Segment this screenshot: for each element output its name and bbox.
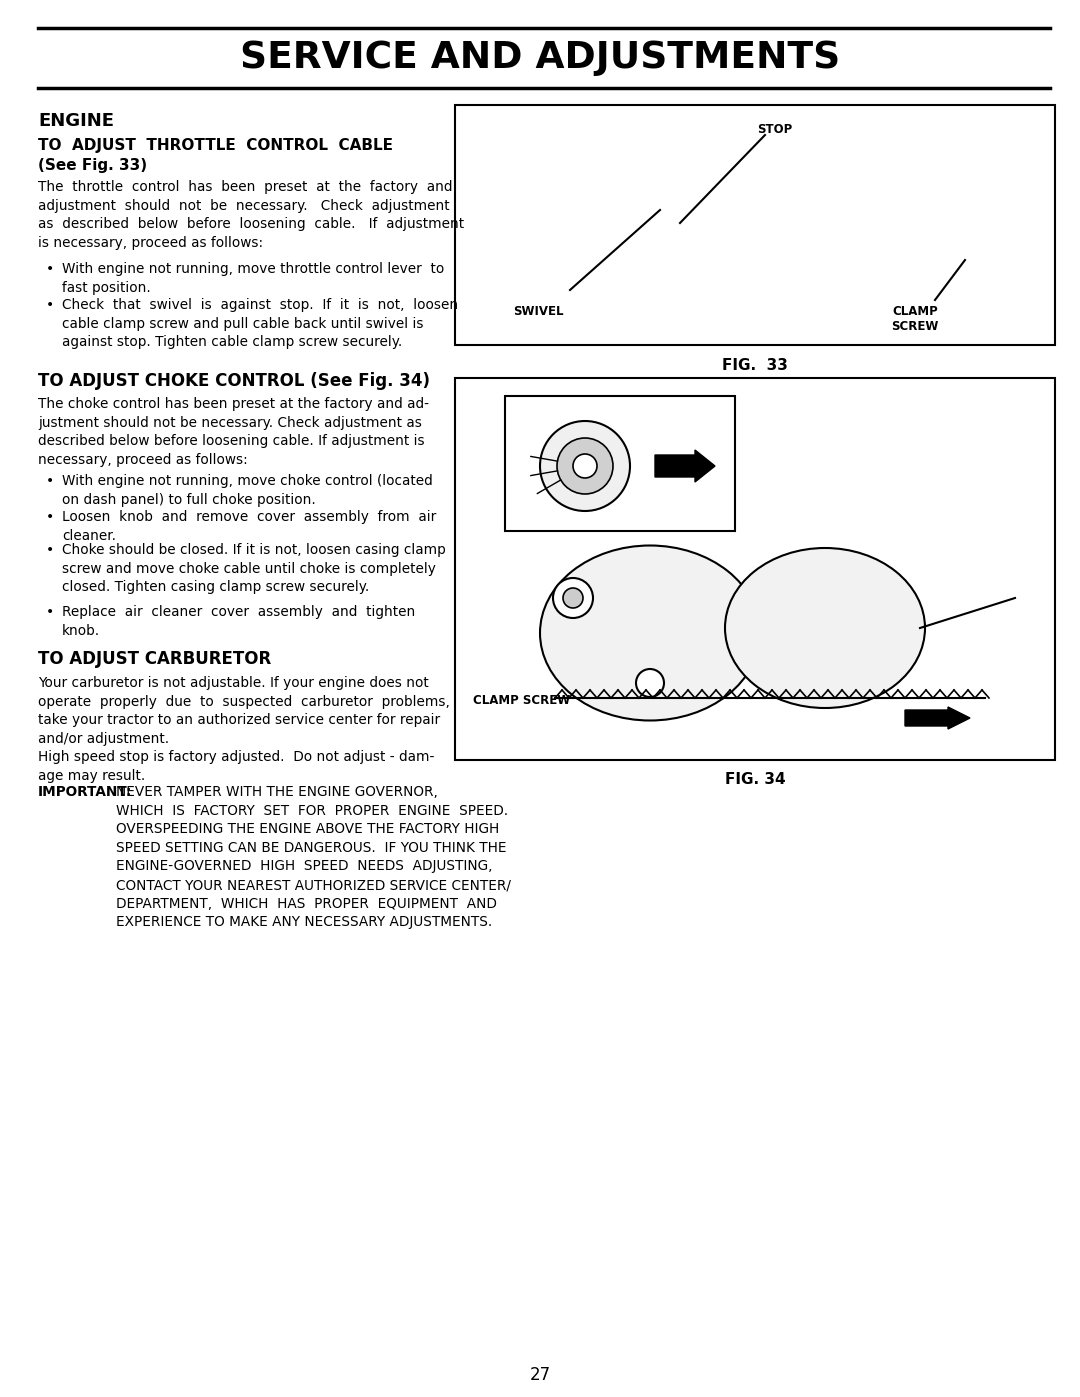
Text: The  throttle  control  has  been  preset  at  the  factory  and
adjustment  sho: The throttle control has been preset at …	[38, 180, 464, 250]
Text: TO ADJUST CARBURETOR: TO ADJUST CARBURETOR	[38, 650, 271, 668]
Ellipse shape	[540, 545, 760, 721]
Circle shape	[563, 588, 583, 608]
Bar	[505, 395, 735, 531]
Text: •: •	[46, 510, 54, 524]
Circle shape	[557, 439, 613, 495]
Text: IMPORTANT:: IMPORTANT:	[38, 785, 133, 799]
Text: CLAMP SCREW: CLAMP SCREW	[473, 694, 570, 707]
Text: NEVER TAMPER WITH THE ENGINE GOVERNOR,
WHICH  IS  FACTORY  SET  FOR  PROPER  ENG: NEVER TAMPER WITH THE ENGINE GOVERNOR, W…	[116, 785, 511, 929]
Text: CLAMP
SCREW: CLAMP SCREW	[891, 305, 939, 332]
Text: 27: 27	[529, 1366, 551, 1384]
Text: STOP: STOP	[757, 123, 793, 136]
FancyArrow shape	[905, 707, 970, 729]
Circle shape	[540, 420, 630, 511]
Text: The choke control has been preset at the factory and ad-
justment should not be : The choke control has been preset at the…	[38, 397, 429, 467]
Text: FIG.  33: FIG. 33	[723, 358, 788, 373]
Ellipse shape	[725, 548, 924, 708]
Text: •: •	[46, 605, 54, 619]
Text: Choke should be closed. If it is not, loosen casing clamp
screw and move choke c: Choke should be closed. If it is not, lo…	[62, 543, 446, 594]
Circle shape	[573, 454, 597, 478]
Text: •: •	[46, 263, 54, 277]
Text: With engine not running, move throttle control lever  to
fast position.: With engine not running, move throttle c…	[62, 263, 444, 295]
Text: TO  ADJUST  THROTTLE  CONTROL  CABLE: TO ADJUST THROTTLE CONTROL CABLE	[38, 138, 393, 154]
Text: TO ADJUST CHOKE CONTROL (See Fig. 34): TO ADJUST CHOKE CONTROL (See Fig. 34)	[38, 372, 430, 390]
Text: (See Fig. 33): (See Fig. 33)	[38, 158, 147, 173]
Bar	[455, 379, 1055, 760]
Text: FIG. 34: FIG. 34	[725, 773, 785, 788]
Text: •: •	[46, 543, 54, 557]
FancyArrow shape	[654, 450, 715, 482]
Text: •: •	[46, 474, 54, 488]
Text: Your carburetor is not adjustable. If your engine does not
operate  properly  du: Your carburetor is not adjustable. If yo…	[38, 676, 450, 746]
Text: ENGINE: ENGINE	[38, 112, 114, 130]
Circle shape	[636, 669, 664, 697]
Text: Loosen  knob  and  remove  cover  assembly  from  air
cleaner.: Loosen knob and remove cover assembly fr…	[62, 510, 436, 542]
Circle shape	[553, 578, 593, 617]
Bar	[455, 105, 1055, 345]
Text: SERVICE AND ADJUSTMENTS: SERVICE AND ADJUSTMENTS	[240, 41, 840, 75]
Text: With engine not running, move choke control (located
on dash panel) to full chok: With engine not running, move choke cont…	[62, 474, 433, 507]
Text: Replace  air  cleaner  cover  assembly  and  tighten
knob.: Replace air cleaner cover assembly and t…	[62, 605, 415, 637]
Text: High speed stop is factory adjusted.  Do not adjust - dam-
age may result.: High speed stop is factory adjusted. Do …	[38, 750, 434, 782]
Text: Check  that  swivel  is  against  stop.  If  it  is  not,  loosen
cable clamp sc: Check that swivel is against stop. If it…	[62, 298, 458, 349]
Text: SWIVEL: SWIVEL	[513, 305, 564, 319]
Text: •: •	[46, 298, 54, 312]
